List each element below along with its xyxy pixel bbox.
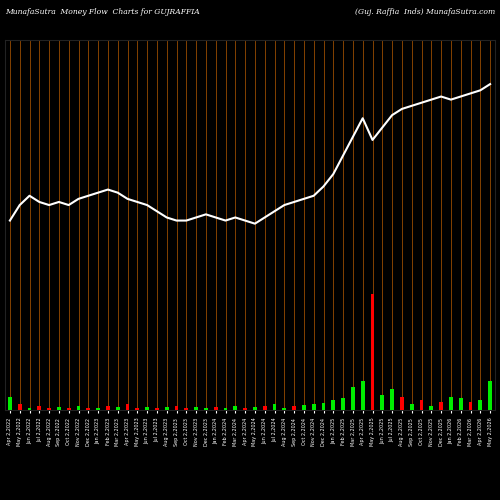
Bar [468, 402, 472, 410]
Bar [272, 404, 276, 410]
Bar [430, 406, 433, 410]
Bar [86, 408, 90, 410]
Bar [224, 408, 228, 410]
Bar [282, 408, 286, 410]
Bar [380, 394, 384, 410]
Bar [292, 406, 296, 410]
Bar [302, 406, 306, 410]
Bar [351, 387, 355, 410]
Bar [243, 408, 247, 410]
Bar [420, 400, 424, 410]
Bar [174, 406, 178, 410]
Bar [322, 403, 326, 410]
Bar [234, 406, 237, 410]
Bar [263, 406, 266, 410]
Bar [194, 407, 198, 410]
Bar [155, 408, 159, 410]
Bar [145, 407, 149, 410]
Text: (Guj. Raffia  Inds) MunafaSutra.com: (Guj. Raffia Inds) MunafaSutra.com [355, 8, 495, 16]
Bar [38, 406, 41, 410]
Bar [478, 400, 482, 410]
Bar [106, 406, 110, 410]
Bar [116, 407, 119, 410]
Bar [126, 404, 130, 410]
Bar [341, 398, 345, 410]
Bar [488, 381, 492, 410]
Bar [370, 294, 374, 410]
Bar [449, 396, 453, 410]
Text: MunafaSutra  Money Flow  Charts for GUJRAFFIA: MunafaSutra Money Flow Charts for GUJRAF… [5, 8, 200, 16]
Bar [204, 408, 208, 410]
Bar [312, 404, 316, 410]
Bar [76, 406, 80, 410]
Bar [390, 389, 394, 410]
Bar [214, 407, 218, 410]
Bar [459, 398, 462, 410]
Bar [410, 404, 414, 410]
Bar [165, 407, 168, 410]
Bar [400, 396, 404, 410]
Bar [8, 396, 12, 410]
Bar [361, 381, 364, 410]
Bar [47, 408, 51, 410]
Bar [136, 408, 139, 410]
Bar [439, 402, 443, 410]
Bar [332, 400, 335, 410]
Bar [18, 404, 22, 410]
Bar [57, 407, 61, 410]
Bar [28, 408, 32, 410]
Bar [253, 407, 257, 410]
Bar [67, 408, 70, 410]
Bar [96, 408, 100, 410]
Bar [184, 408, 188, 410]
